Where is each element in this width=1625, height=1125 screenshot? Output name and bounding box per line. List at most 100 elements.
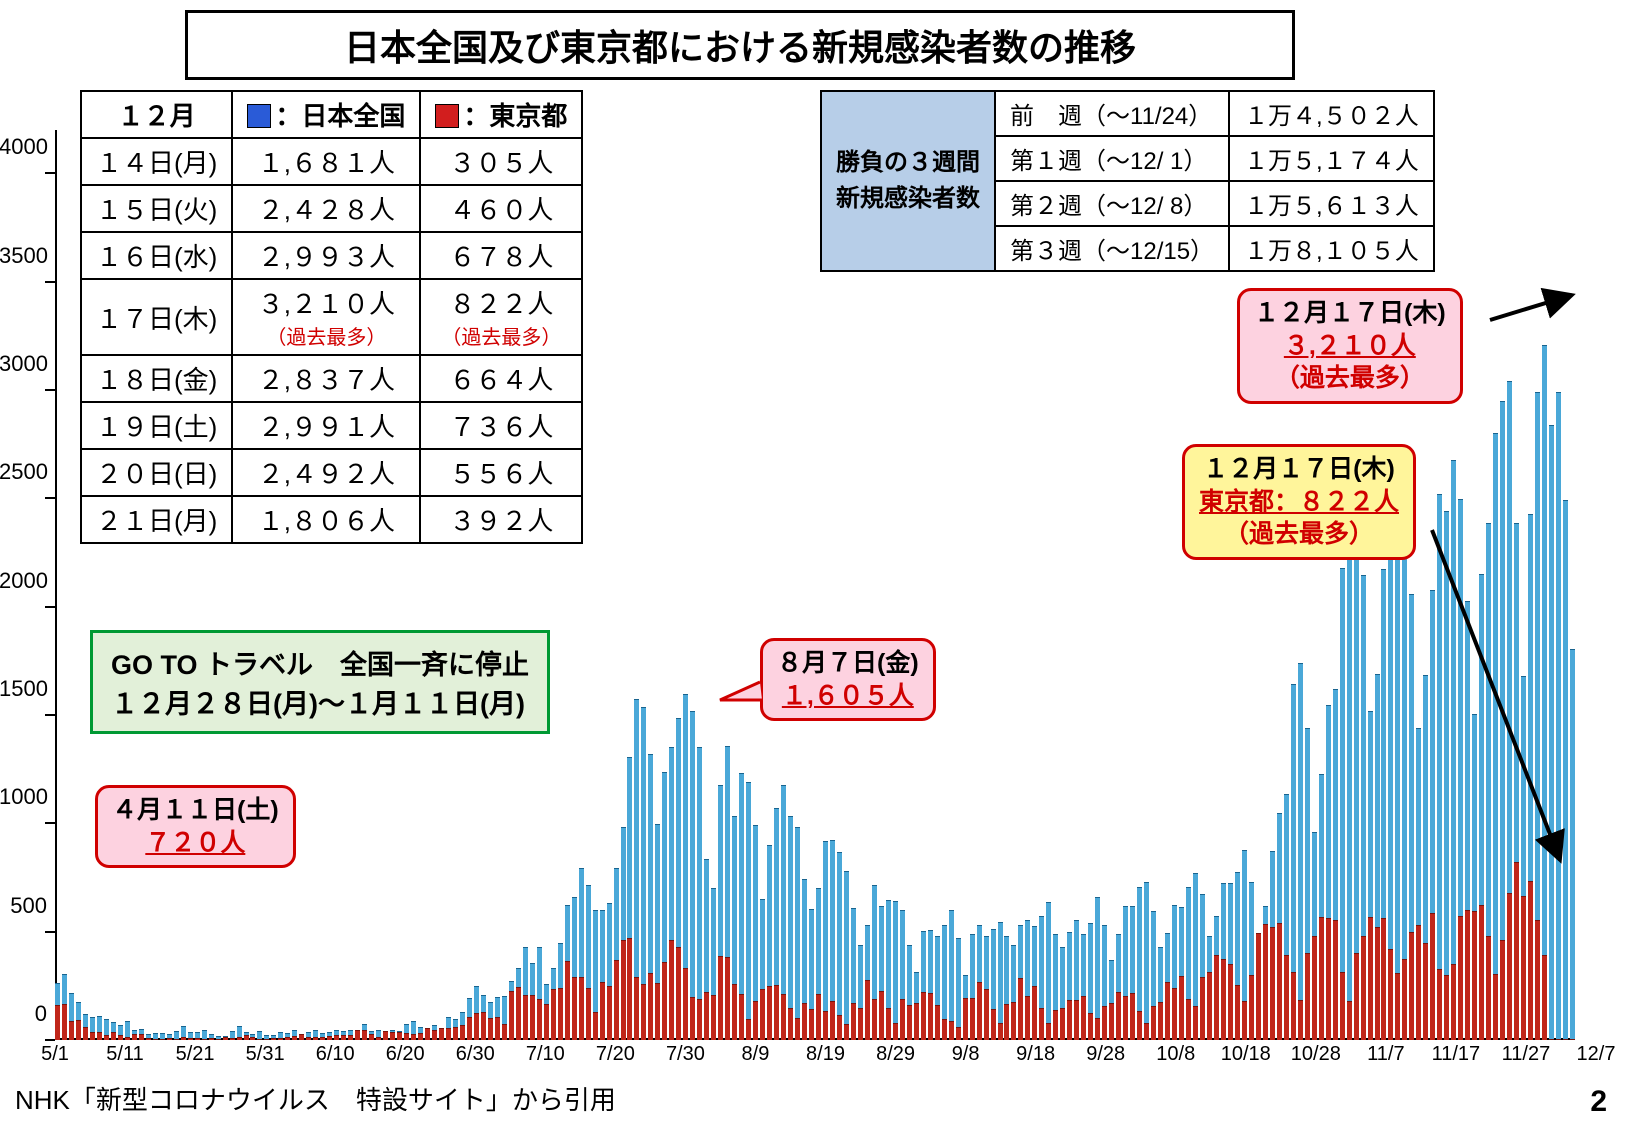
x-tick-label: 11/17 <box>1432 1043 1481 1066</box>
bar-japan <box>1535 392 1540 1040</box>
y-tick-label: 2000 <box>0 568 47 594</box>
callout-dec-japan-peak: １２月１７日(木) ３,２１０人 （過去最多） <box>1237 288 1463 404</box>
y-tick-label: 4000 <box>0 134 47 160</box>
bar-japan <box>893 901 898 1040</box>
bar-japan <box>1305 728 1310 1040</box>
bar-tokyo <box>1081 996 1086 1040</box>
bar-tokyo <box>1284 955 1289 1040</box>
bar-japan <box>250 1034 255 1041</box>
bar-tokyo <box>1158 1002 1163 1040</box>
three-weeks-count: １万５,６１３人 <box>1229 181 1434 226</box>
bar-tokyo <box>669 940 674 1040</box>
bar-japan <box>1479 574 1484 1040</box>
x-tick-label: 10/18 <box>1221 1043 1271 1066</box>
bar-japan <box>453 1019 458 1040</box>
bar-japan <box>1514 523 1519 1040</box>
bar-japan <box>432 1025 437 1040</box>
bar-japan <box>802 879 807 1040</box>
bar-japan <box>760 899 765 1040</box>
bar-tokyo <box>823 1011 828 1040</box>
bar-tokyo <box>558 988 563 1040</box>
bar-japan <box>830 840 835 1040</box>
bar-japan <box>369 1031 374 1040</box>
bar-japan <box>174 1031 179 1040</box>
bar-tokyo <box>956 1027 961 1040</box>
bar-japan <box>411 1021 416 1040</box>
bar-japan <box>1347 514 1352 1040</box>
table-row: ２１日(月)１,８０６人３９２人 <box>81 496 582 543</box>
bar-tokyo <box>167 1038 172 1040</box>
bar-japan <box>1416 728 1421 1040</box>
bar-tokyo <box>1549 1039 1554 1040</box>
bar-tokyo <box>1305 953 1310 1040</box>
bar-tokyo <box>209 1038 214 1040</box>
bar-japan <box>460 1012 465 1040</box>
table-row: １８日(金)２,８３７人６６４人 <box>81 355 582 402</box>
source-text: NHK「新型コロナウイルス 特設サイト」から引用 <box>15 1080 616 1117</box>
bar-japan <box>1081 934 1086 1040</box>
bar-tokyo <box>264 1039 269 1040</box>
bar-japan <box>516 968 521 1040</box>
bar-japan <box>1046 902 1051 1040</box>
bar-tokyo <box>1333 920 1338 1040</box>
x-tick-label: 10/8 <box>1156 1043 1195 1066</box>
bar-japan <box>1312 832 1317 1040</box>
bar-tokyo <box>1179 976 1184 1040</box>
bar-tokyo <box>509 991 514 1040</box>
bar-japan <box>1563 500 1568 1040</box>
bar-japan <box>97 1016 102 1040</box>
bar-japan <box>1032 926 1037 1040</box>
bar-tokyo <box>942 1019 947 1040</box>
bar-tokyo <box>250 1037 255 1040</box>
bar-japan <box>676 718 681 1040</box>
page-number: 2 <box>1590 1085 1607 1119</box>
bar-tokyo <box>237 1037 242 1040</box>
bar-tokyo <box>634 977 639 1040</box>
bar-tokyo <box>1486 936 1491 1040</box>
bar-tokyo <box>160 1039 165 1040</box>
bar-tokyo <box>244 1035 249 1040</box>
bar-japan <box>404 1024 409 1040</box>
bar-japan <box>202 1030 207 1040</box>
bar-japan <box>1500 401 1505 1040</box>
bar-tokyo <box>984 989 989 1040</box>
bar-tokyo <box>118 1035 123 1040</box>
bar-japan <box>104 1019 109 1040</box>
bar-japan <box>83 1014 88 1040</box>
bar-japan <box>383 1032 388 1040</box>
bar-tokyo <box>369 1034 374 1040</box>
table-row: １７日(木)３,２１０人（過去最多）８２２人（過去最多） <box>81 279 582 355</box>
bar-japan <box>62 974 67 1040</box>
bar-tokyo <box>495 1017 500 1040</box>
bar-tokyo <box>879 991 884 1040</box>
bar-tokyo <box>627 938 632 1040</box>
bar-tokyo <box>62 1004 67 1040</box>
bar-japan <box>495 997 500 1040</box>
bar-tokyo <box>1416 925 1421 1040</box>
bar-tokyo <box>586 988 591 1040</box>
bar-tokyo <box>292 1036 297 1040</box>
table-row: １４日(月)１,６８１人３０５人 <box>81 138 582 185</box>
bar-japan <box>195 1032 200 1040</box>
x-tick-label: 9/28 <box>1086 1043 1125 1066</box>
bar-tokyo <box>195 1038 200 1040</box>
bar-japan <box>1402 478 1407 1040</box>
bar-japan <box>942 925 947 1040</box>
arrow-to-tokyo-peak <box>1432 530 1560 860</box>
bar-japan <box>600 910 605 1040</box>
bar-tokyo <box>949 1021 954 1040</box>
bar-tokyo <box>593 1012 598 1040</box>
bar-japan <box>627 757 632 1040</box>
bar-japan <box>565 905 570 1040</box>
bar-tokyo <box>1053 1010 1058 1040</box>
bar-tokyo <box>467 1017 472 1040</box>
bar-tokyo <box>1249 975 1254 1040</box>
bar-tokyo <box>1130 993 1135 1040</box>
bar-tokyo <box>1563 1039 1568 1040</box>
bar-japan <box>90 1017 95 1040</box>
bar-tokyo <box>55 1005 60 1040</box>
bar-japan <box>467 998 472 1040</box>
bar-tokyo <box>893 1023 898 1040</box>
bar-japan <box>474 986 479 1040</box>
bar-japan <box>257 1031 262 1040</box>
